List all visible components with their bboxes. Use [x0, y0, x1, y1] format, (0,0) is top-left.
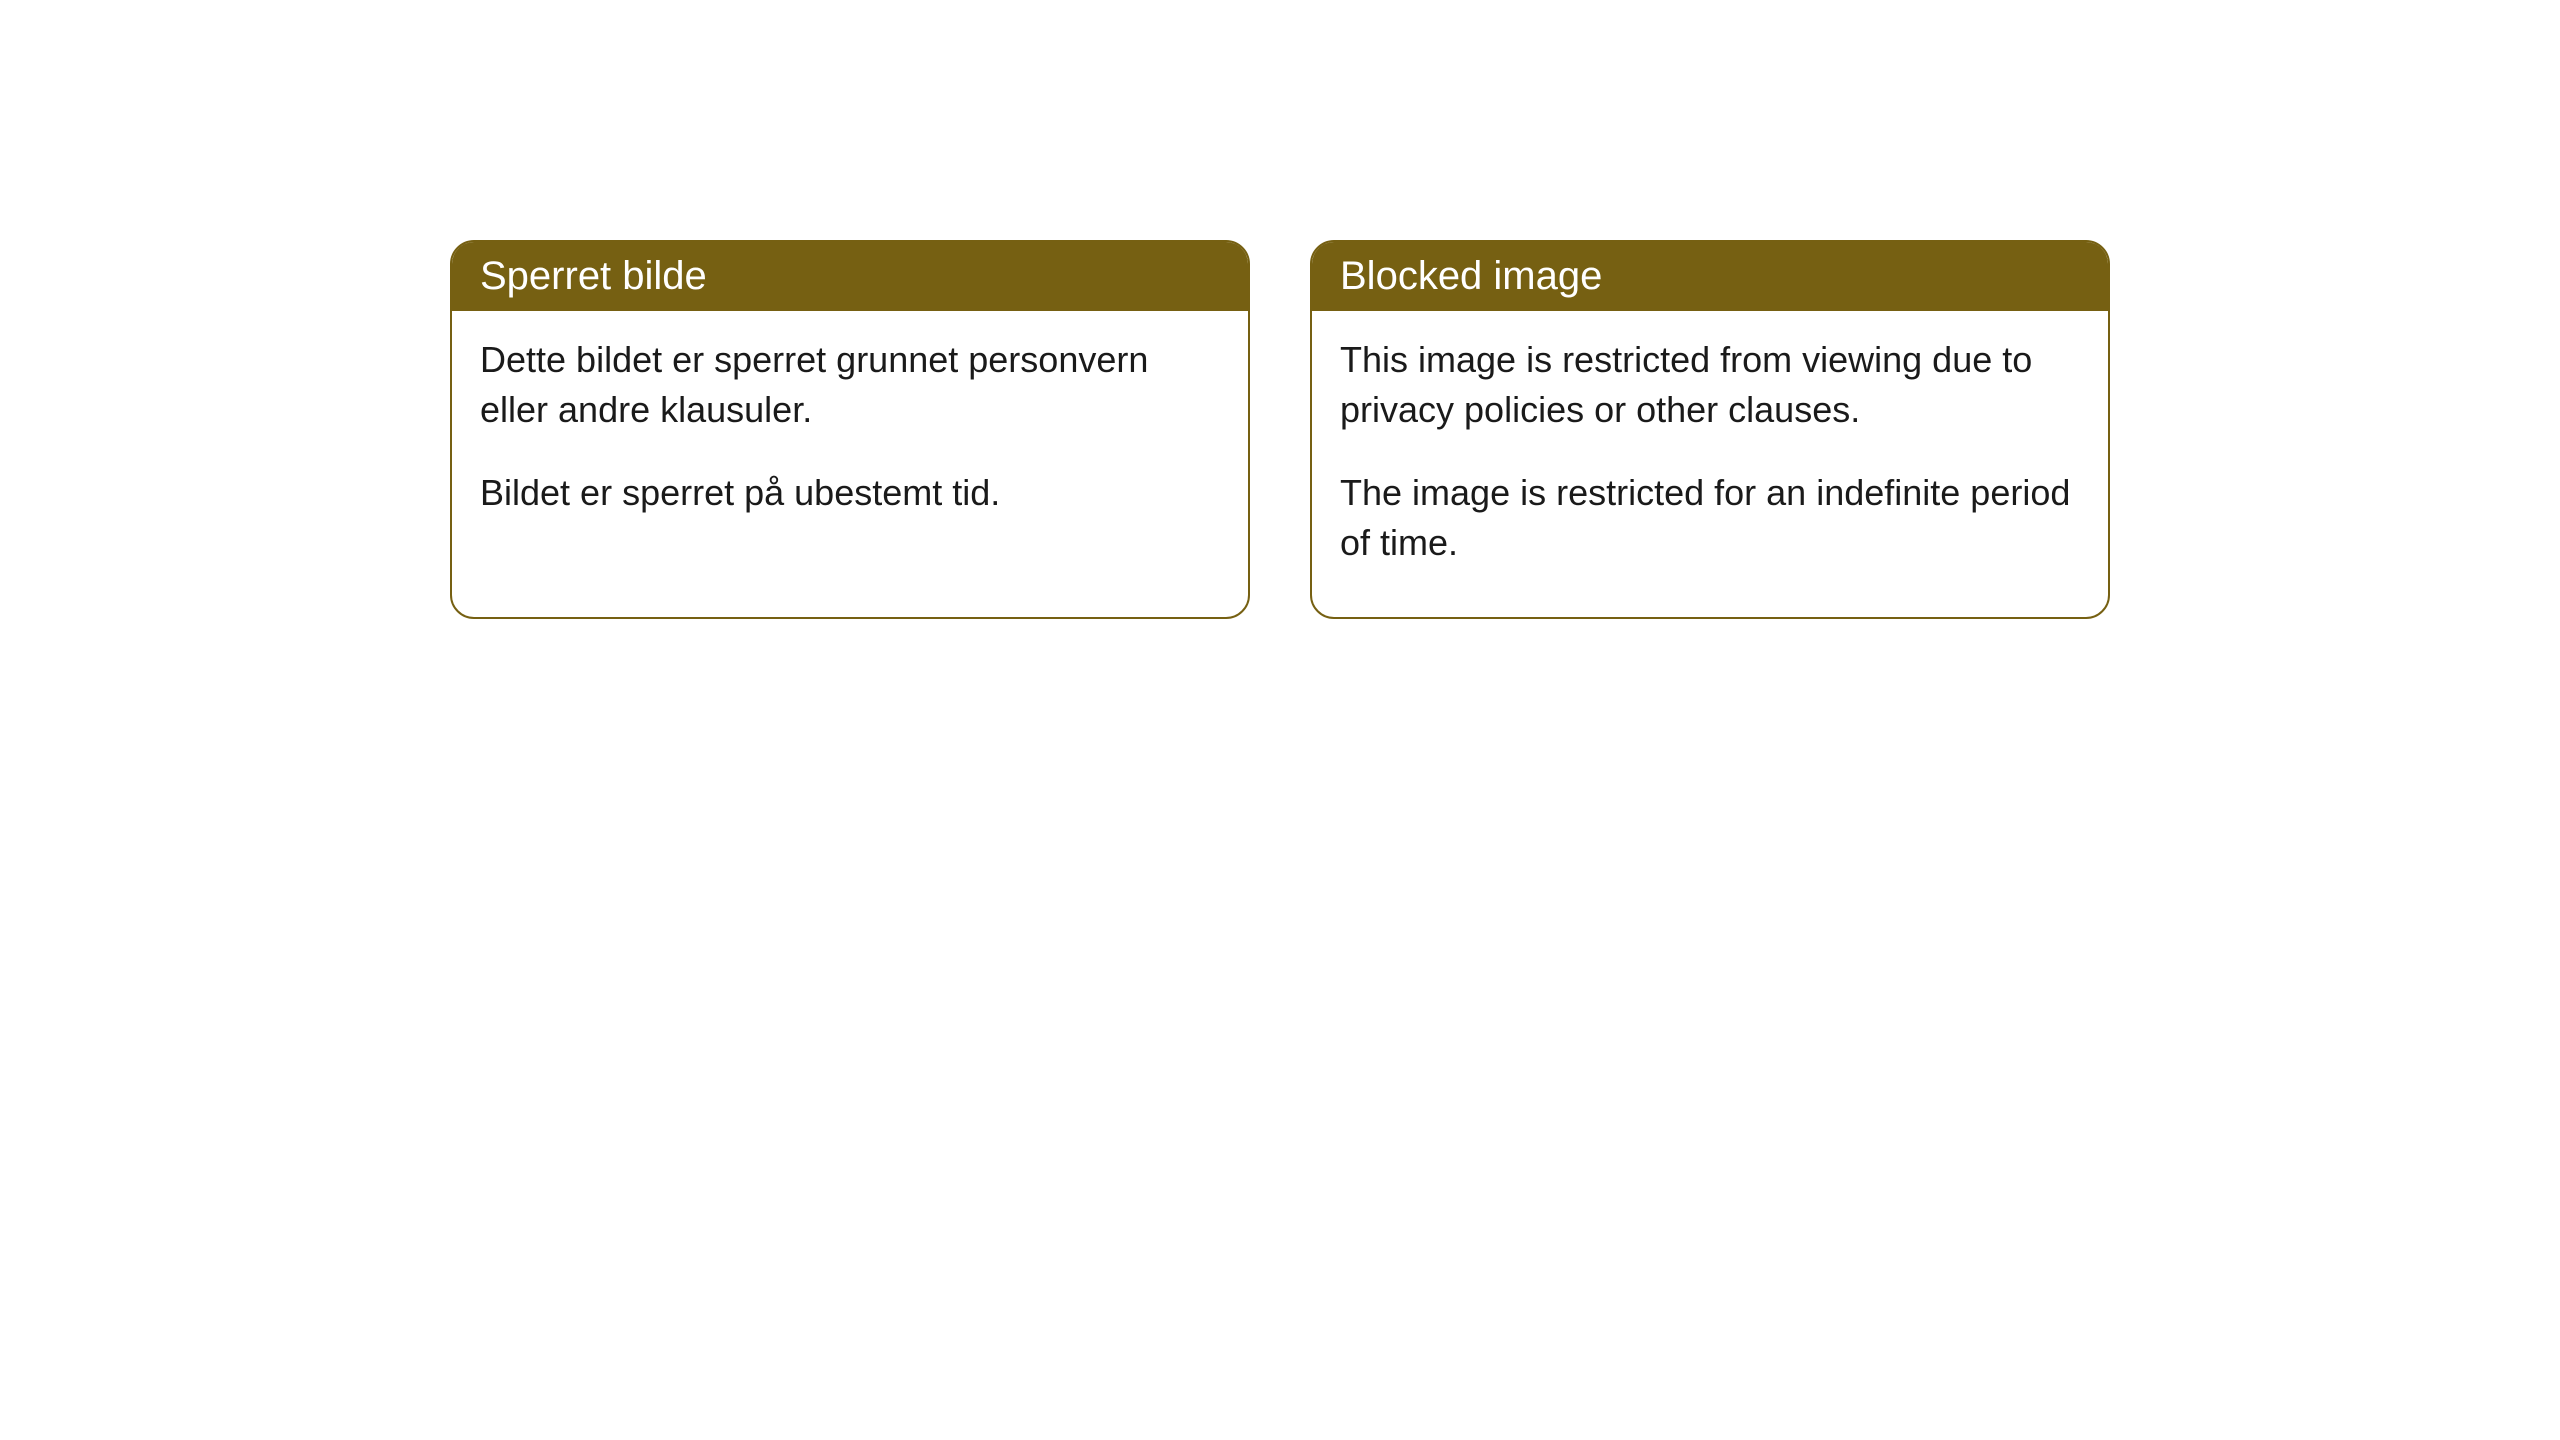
card-paragraph: The image is restricted for an indefinit… — [1340, 468, 2080, 569]
card-title: Blocked image — [1340, 254, 1602, 298]
card-header: Sperret bilde — [452, 242, 1248, 311]
blocked-image-card-norwegian: Sperret bilde Dette bildet er sperret gr… — [450, 240, 1250, 619]
card-title: Sperret bilde — [480, 254, 707, 298]
card-body: Dette bildet er sperret grunnet personve… — [452, 311, 1248, 566]
cards-container: Sperret bilde Dette bildet er sperret gr… — [450, 240, 2110, 619]
card-body: This image is restricted from viewing du… — [1312, 311, 2108, 617]
card-header: Blocked image — [1312, 242, 2108, 311]
card-paragraph: Bildet er sperret på ubestemt tid. — [480, 468, 1220, 518]
card-paragraph: Dette bildet er sperret grunnet personve… — [480, 335, 1220, 436]
card-paragraph: This image is restricted from viewing du… — [1340, 335, 2080, 436]
blocked-image-card-english: Blocked image This image is restricted f… — [1310, 240, 2110, 619]
